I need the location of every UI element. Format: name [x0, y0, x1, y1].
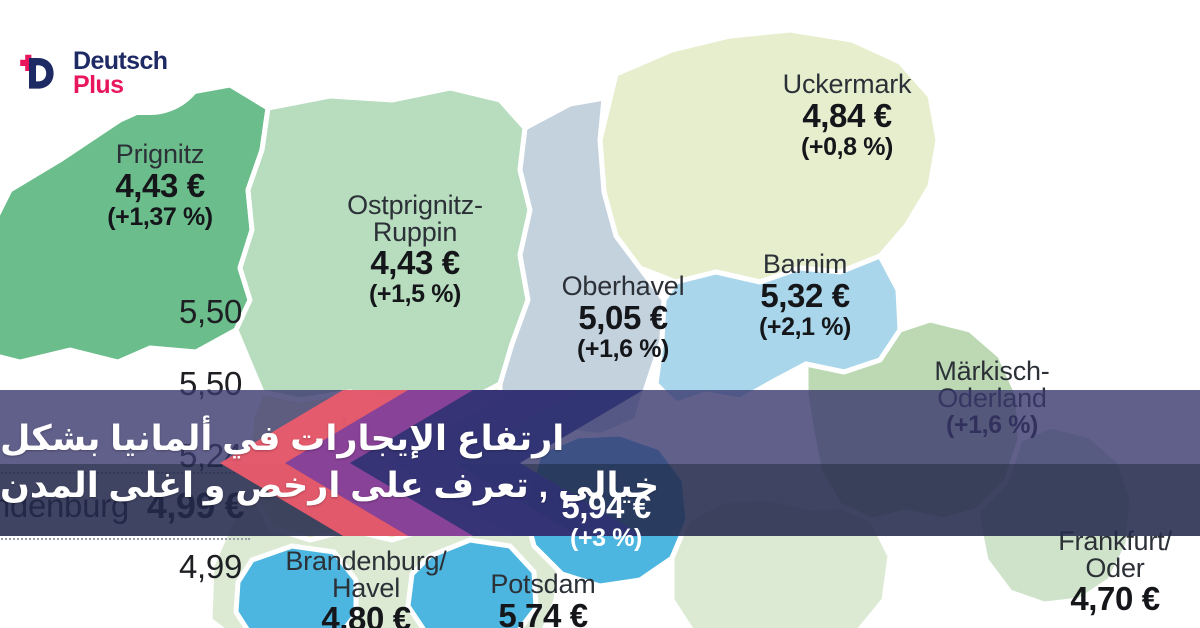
legend-value: 5,50 — [178, 293, 242, 330]
banner-headline-line1: ارتفاع الإيجارات في ألمانيا بشكل — [0, 419, 565, 459]
chevron-navy-icon — [350, 390, 644, 536]
region-shape-ostprignitz-ruppin — [233, 85, 533, 403]
banner-headline: ارتفاع الإيجارات في ألمانيا بشكل خيالي ,… — [0, 390, 1200, 536]
brand-name-line1: Deutsch — [73, 47, 168, 75]
brand-logo[interactable]: Deutsch Plus — [18, 47, 168, 99]
region-shape-potsdam-city — [405, 537, 539, 628]
headline-banner: ارتفاع الإيجارات في ألمانيا بشكل خيالي ,… — [0, 390, 1200, 536]
plus-and-d-logo-icon — [18, 50, 64, 96]
legend-tail-row: 4,99 — [0, 548, 250, 586]
brand-logo-badge[interactable]: Deutsch Plus — [0, 0, 210, 115]
legend-row: 5,50 — [0, 276, 250, 348]
banner-headline-line2: خيالي , تعرف على ارخص و اغلى المدن — [0, 466, 660, 505]
region-shape-brandenburg-havel — [233, 543, 359, 628]
chevron-decoration — [220, 390, 644, 536]
brand-name-line2: Plus — [73, 71, 124, 99]
legend-tail-value: 4,99 — [178, 548, 242, 585]
brand-wordmark: Deutsch Plus — [73, 47, 168, 99]
region-shape-uckermark — [597, 27, 941, 285]
